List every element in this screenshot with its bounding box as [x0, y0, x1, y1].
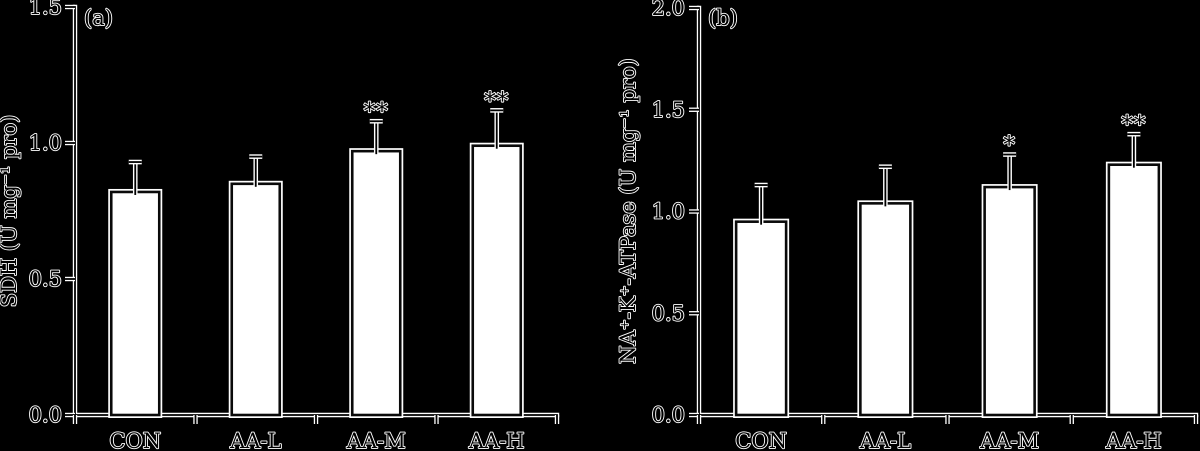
panel-a: 0.0 0.5 1.0 1.5 CON AA-L ** AA-M ** AA-H — [28, 0, 560, 451]
significance-b-AA-H: ** — [1121, 112, 1146, 138]
panel-b: 0.0 0.5 1.0 1.5 2.0 CON AA-L * AA-M ** AA-H — [651, 0, 1199, 451]
y-tick-label-b-1.5: 1.5 — [652, 98, 685, 122]
significance-a-AA-M: ** — [364, 99, 389, 125]
bar-a-AA-M — [350, 149, 402, 417]
x-category-label-b-AA-M: AA-M — [979, 429, 1039, 451]
y-tick-label-a-1.0: 1.0 — [29, 131, 62, 155]
panel-b-y-axis-title: NA⁺-K⁺-ATPase (U mg⁻¹ pro) — [616, 58, 640, 364]
panel-b-label: (b) — [708, 6, 738, 30]
bar-a-AA-H — [471, 144, 523, 417]
panel-a-label: (a) — [84, 6, 113, 30]
x-category-label-b-AA-L: AA-L — [859, 429, 911, 451]
y-tick-label-b-2.0: 2.0 — [652, 0, 685, 20]
bar-b-AA-M — [983, 185, 1036, 417]
bar-a-AA-L — [230, 182, 282, 417]
y-tick-label-b-0.0: 0.0 — [652, 403, 685, 427]
y-tick-label-a-1.5: 1.5 — [29, 0, 62, 19]
bar-b-AA-H — [1107, 163, 1161, 417]
x-category-label-a-AA-M: AA-M — [346, 429, 406, 451]
x-category-label-b-AA-H: AA-H — [1105, 429, 1162, 451]
panel-a-y-axis-title: SDH (U mg⁻¹ pro) — [0, 115, 21, 308]
significance-b-AA-M: * — [1003, 133, 1016, 159]
x-category-label-b-CON: CON — [735, 429, 787, 451]
y-tick-label-a-0.0: 0.0 — [29, 403, 62, 427]
bar-b-AA-L — [859, 202, 912, 417]
y-tick-label-b-0.5: 0.5 — [652, 301, 685, 325]
x-category-label-a-CON: CON — [109, 429, 161, 451]
significance-a-AA-H: ** — [484, 88, 509, 114]
x-category-label-a-AA-H: AA-H — [468, 429, 525, 451]
y-tick-label-a-0.5: 0.5 — [29, 267, 62, 291]
bar-a-CON — [109, 190, 161, 417]
x-category-label-a-AA-L: AA-L — [229, 429, 281, 451]
bar-b-CON — [734, 220, 788, 417]
y-tick-label-b-1.0: 1.0 — [652, 200, 685, 224]
